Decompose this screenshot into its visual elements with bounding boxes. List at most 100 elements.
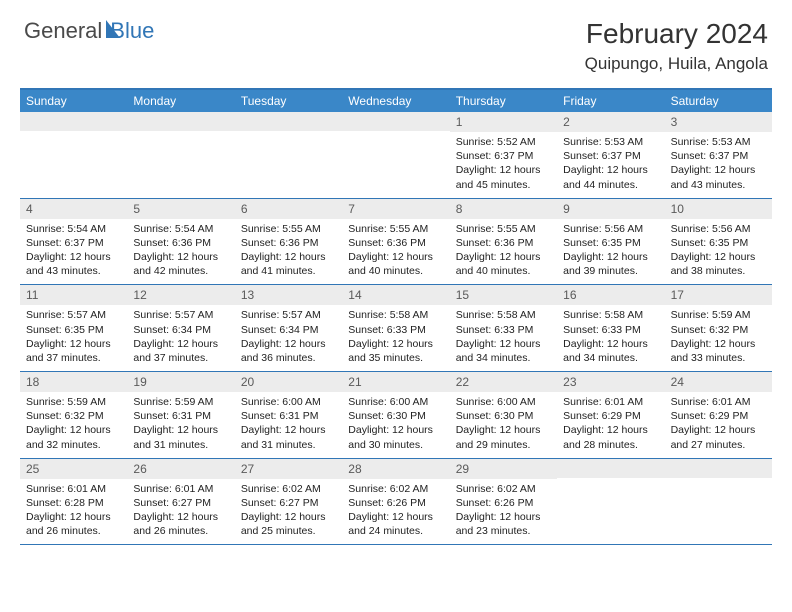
daylight-text: Daylight: 12 hours and 27 minutes.: [671, 423, 766, 451]
day-number: 23: [557, 372, 664, 392]
day-number: 6: [235, 199, 342, 219]
sunrise-text: Sunrise: 5:53 AM: [563, 135, 658, 149]
day-cell: 21Sunrise: 6:00 AMSunset: 6:30 PMDayligh…: [342, 372, 449, 458]
sunrise-text: Sunrise: 6:02 AM: [241, 482, 336, 496]
sunrise-text: Sunrise: 5:56 AM: [671, 222, 766, 236]
day-number: 15: [450, 285, 557, 305]
day-details: Sunrise: 5:58 AMSunset: 6:33 PMDaylight:…: [557, 305, 664, 371]
day-details: Sunrise: 5:57 AMSunset: 6:35 PMDaylight:…: [20, 305, 127, 371]
day-details: Sunrise: 5:59 AMSunset: 6:32 PMDaylight:…: [665, 305, 772, 371]
day-number: 22: [450, 372, 557, 392]
day-number: 16: [557, 285, 664, 305]
day-details: Sunrise: 6:02 AMSunset: 6:26 PMDaylight:…: [342, 479, 449, 545]
day-cell: 15Sunrise: 5:58 AMSunset: 6:33 PMDayligh…: [450, 285, 557, 371]
day-cell: 25Sunrise: 6:01 AMSunset: 6:28 PMDayligh…: [20, 459, 127, 545]
day-cell: 22Sunrise: 6:00 AMSunset: 6:30 PMDayligh…: [450, 372, 557, 458]
day-details: Sunrise: 6:01 AMSunset: 6:29 PMDaylight:…: [665, 392, 772, 458]
sunrise-text: Sunrise: 5:55 AM: [348, 222, 443, 236]
weekday-label: Sunday: [20, 90, 127, 112]
day-number: 8: [450, 199, 557, 219]
day-details: Sunrise: 5:56 AMSunset: 6:35 PMDaylight:…: [665, 219, 772, 285]
day-cell: 8Sunrise: 5:55 AMSunset: 6:36 PMDaylight…: [450, 199, 557, 285]
sunset-text: Sunset: 6:27 PM: [241, 496, 336, 510]
day-cell: 12Sunrise: 5:57 AMSunset: 6:34 PMDayligh…: [127, 285, 234, 371]
sunrise-text: Sunrise: 5:57 AM: [133, 308, 228, 322]
day-details: Sunrise: 6:00 AMSunset: 6:31 PMDaylight:…: [235, 392, 342, 458]
sunrise-text: Sunrise: 5:56 AM: [563, 222, 658, 236]
day-number-empty: [557, 459, 664, 478]
sunset-text: Sunset: 6:28 PM: [26, 496, 121, 510]
daylight-text: Daylight: 12 hours and 40 minutes.: [348, 250, 443, 278]
day-number: 19: [127, 372, 234, 392]
logo-text-general: General: [24, 18, 102, 44]
sunrise-text: Sunrise: 5:58 AM: [456, 308, 551, 322]
day-details: Sunrise: 5:53 AMSunset: 6:37 PMDaylight:…: [665, 132, 772, 198]
day-number: 25: [20, 459, 127, 479]
day-details: Sunrise: 6:02 AMSunset: 6:26 PMDaylight:…: [450, 479, 557, 545]
day-number: 3: [665, 112, 772, 132]
sunrise-text: Sunrise: 6:02 AM: [348, 482, 443, 496]
daylight-text: Daylight: 12 hours and 36 minutes.: [241, 337, 336, 365]
weekday-label: Saturday: [665, 90, 772, 112]
day-details: Sunrise: 6:01 AMSunset: 6:28 PMDaylight:…: [20, 479, 127, 545]
sunrise-text: Sunrise: 5:59 AM: [133, 395, 228, 409]
sunset-text: Sunset: 6:31 PM: [241, 409, 336, 423]
calendar: Sunday Monday Tuesday Wednesday Thursday…: [20, 88, 772, 545]
sunrise-text: Sunrise: 5:53 AM: [671, 135, 766, 149]
title-location: Quipungo, Huila, Angola: [585, 54, 768, 74]
sunset-text: Sunset: 6:30 PM: [456, 409, 551, 423]
day-details: Sunrise: 6:01 AMSunset: 6:29 PMDaylight:…: [557, 392, 664, 458]
day-cell: 16Sunrise: 5:58 AMSunset: 6:33 PMDayligh…: [557, 285, 664, 371]
day-details: Sunrise: 6:00 AMSunset: 6:30 PMDaylight:…: [450, 392, 557, 458]
day-number: 13: [235, 285, 342, 305]
day-cell: 23Sunrise: 6:01 AMSunset: 6:29 PMDayligh…: [557, 372, 664, 458]
week-row: 11Sunrise: 5:57 AMSunset: 6:35 PMDayligh…: [20, 285, 772, 372]
day-cell: [665, 459, 772, 545]
day-number: 10: [665, 199, 772, 219]
day-details: Sunrise: 5:53 AMSunset: 6:37 PMDaylight:…: [557, 132, 664, 198]
sunset-text: Sunset: 6:37 PM: [456, 149, 551, 163]
daylight-text: Daylight: 12 hours and 42 minutes.: [133, 250, 228, 278]
sunrise-text: Sunrise: 5:54 AM: [133, 222, 228, 236]
day-cell: [557, 459, 664, 545]
day-cell: [235, 112, 342, 198]
day-cell: 20Sunrise: 6:00 AMSunset: 6:31 PMDayligh…: [235, 372, 342, 458]
sunrise-text: Sunrise: 6:01 AM: [26, 482, 121, 496]
daylight-text: Daylight: 12 hours and 32 minutes.: [26, 423, 121, 451]
day-number-empty: [665, 459, 772, 478]
day-cell: 2Sunrise: 5:53 AMSunset: 6:37 PMDaylight…: [557, 112, 664, 198]
day-details: Sunrise: 6:00 AMSunset: 6:30 PMDaylight:…: [342, 392, 449, 458]
day-details: Sunrise: 5:56 AMSunset: 6:35 PMDaylight:…: [557, 219, 664, 285]
day-cell: 19Sunrise: 5:59 AMSunset: 6:31 PMDayligh…: [127, 372, 234, 458]
sunrise-text: Sunrise: 5:55 AM: [241, 222, 336, 236]
week-row: 18Sunrise: 5:59 AMSunset: 6:32 PMDayligh…: [20, 372, 772, 459]
day-number: 18: [20, 372, 127, 392]
weekday-label: Wednesday: [342, 90, 449, 112]
weekday-label: Thursday: [450, 90, 557, 112]
daylight-text: Daylight: 12 hours and 35 minutes.: [348, 337, 443, 365]
daylight-text: Daylight: 12 hours and 23 minutes.: [456, 510, 551, 538]
day-number: 21: [342, 372, 449, 392]
daylight-text: Daylight: 12 hours and 33 minutes.: [671, 337, 766, 365]
day-number-empty: [20, 112, 127, 131]
week-row: 4Sunrise: 5:54 AMSunset: 6:37 PMDaylight…: [20, 199, 772, 286]
day-details: Sunrise: 5:57 AMSunset: 6:34 PMDaylight:…: [235, 305, 342, 371]
sunset-text: Sunset: 6:26 PM: [348, 496, 443, 510]
sunset-text: Sunset: 6:37 PM: [563, 149, 658, 163]
day-cell: 5Sunrise: 5:54 AMSunset: 6:36 PMDaylight…: [127, 199, 234, 285]
sunrise-text: Sunrise: 5:57 AM: [26, 308, 121, 322]
sunrise-text: Sunrise: 5:55 AM: [456, 222, 551, 236]
sunrise-text: Sunrise: 6:00 AM: [456, 395, 551, 409]
day-cell: [342, 112, 449, 198]
sunrise-text: Sunrise: 6:02 AM: [456, 482, 551, 496]
day-cell: 1Sunrise: 5:52 AMSunset: 6:37 PMDaylight…: [450, 112, 557, 198]
sunrise-text: Sunrise: 6:00 AM: [241, 395, 336, 409]
day-number: 5: [127, 199, 234, 219]
day-cell: 29Sunrise: 6:02 AMSunset: 6:26 PMDayligh…: [450, 459, 557, 545]
sunset-text: Sunset: 6:36 PM: [133, 236, 228, 250]
sunset-text: Sunset: 6:31 PM: [133, 409, 228, 423]
daylight-text: Daylight: 12 hours and 40 minutes.: [456, 250, 551, 278]
day-details: Sunrise: 5:54 AMSunset: 6:36 PMDaylight:…: [127, 219, 234, 285]
week-row: 25Sunrise: 6:01 AMSunset: 6:28 PMDayligh…: [20, 459, 772, 546]
day-details: Sunrise: 5:54 AMSunset: 6:37 PMDaylight:…: [20, 219, 127, 285]
